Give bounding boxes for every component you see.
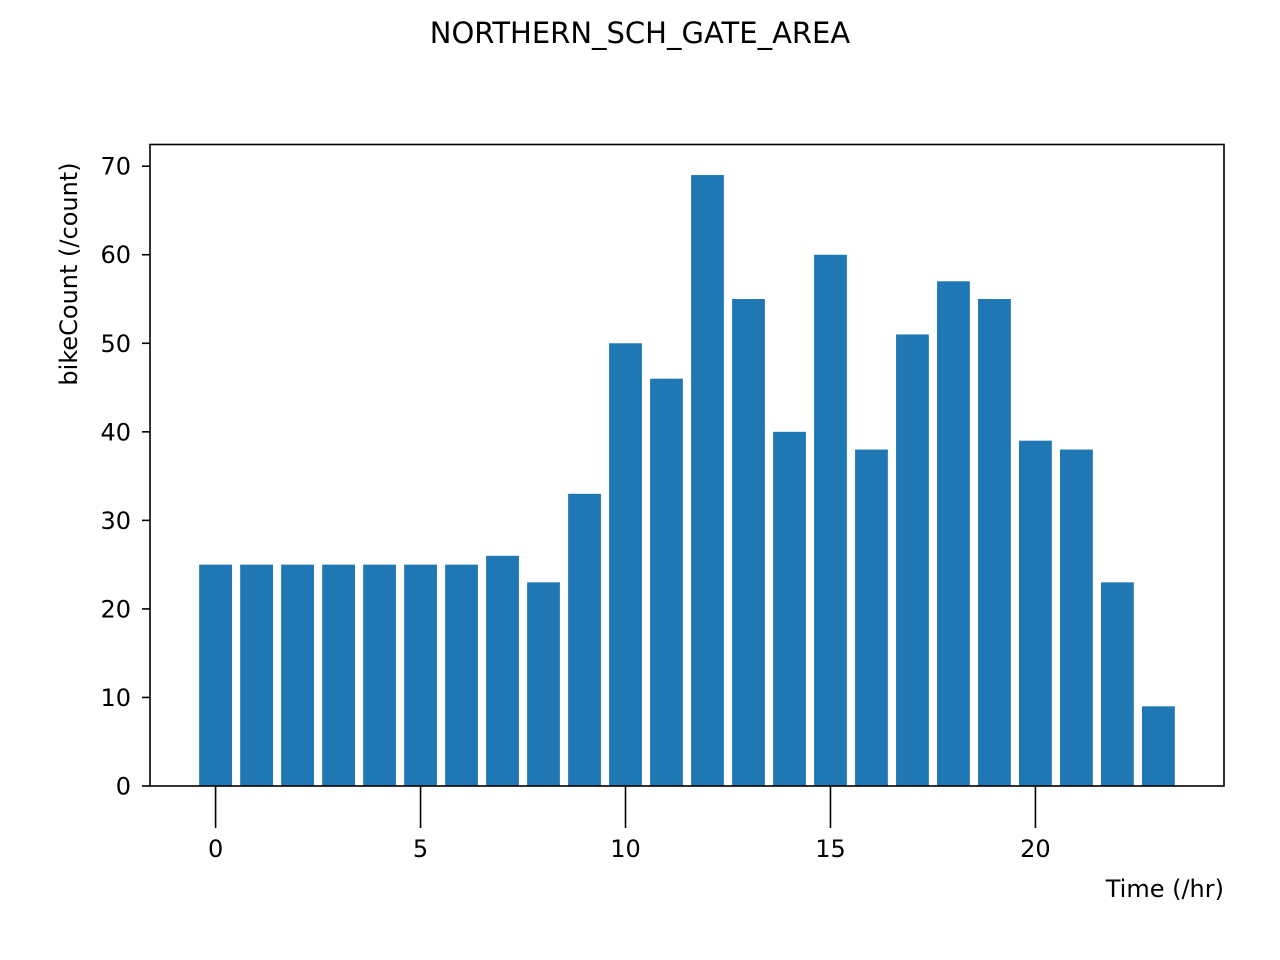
x-axis-label: Time (/hr) — [1105, 875, 1224, 903]
x-tick-label: 15 — [815, 835, 846, 863]
bar-hour-9 — [568, 493, 601, 786]
y-tick-label: 50 — [100, 330, 131, 358]
y-tick-label: 70 — [100, 153, 131, 181]
bar-hour-5 — [404, 564, 437, 786]
y-tick-label: 0 — [116, 773, 131, 801]
plot-area-frame — [149, 143, 1225, 787]
bar-hour-13 — [732, 299, 765, 786]
bar-hour-22 — [1101, 582, 1134, 786]
y-tick-label: 20 — [100, 595, 131, 623]
y-tick-label: 30 — [100, 507, 131, 535]
bar-hour-12 — [691, 175, 724, 787]
y-axis: 0 10 20 30 40 50 60 70 — [100, 153, 150, 801]
bar-hour-1 — [240, 564, 273, 786]
bar-hour-16 — [855, 449, 888, 786]
x-tick-label: 0 — [208, 835, 223, 863]
y-tick-label: 10 — [100, 684, 131, 712]
x-tick-label: 20 — [1020, 835, 1051, 863]
y-axis-label: bikeCount (/count) — [55, 162, 83, 385]
bar-hour-20 — [1019, 440, 1052, 786]
bar-hour-18 — [937, 281, 970, 786]
x-tick-label: 5 — [413, 835, 428, 863]
bar-hour-0 — [199, 564, 232, 786]
bar-hour-7 — [486, 555, 519, 786]
bar-hour-8 — [527, 582, 560, 786]
bar-hour-10 — [609, 343, 642, 786]
bar-hour-23 — [1142, 706, 1175, 786]
bar-hour-17 — [896, 334, 929, 786]
bar-hour-19 — [978, 299, 1011, 786]
chart-title: NORTHERN_SCH_GATE_AREA — [430, 16, 851, 50]
bar-hour-11 — [650, 378, 683, 786]
y-tick-label: 60 — [100, 241, 131, 269]
bar-hour-4 — [363, 564, 396, 786]
bar-hour-14 — [773, 431, 806, 786]
bar-hour-21 — [1060, 449, 1093, 786]
bar-hour-2 — [281, 564, 314, 786]
y-tick-label: 40 — [100, 418, 131, 446]
bar-hour-15 — [814, 254, 847, 787]
bar-hour-3 — [322, 564, 355, 786]
x-axis: 0 5 10 15 20 — [208, 786, 1051, 863]
bar-hour-6 — [445, 564, 478, 786]
x-tick-label: 10 — [610, 835, 641, 863]
bars-group — [199, 175, 1175, 787]
